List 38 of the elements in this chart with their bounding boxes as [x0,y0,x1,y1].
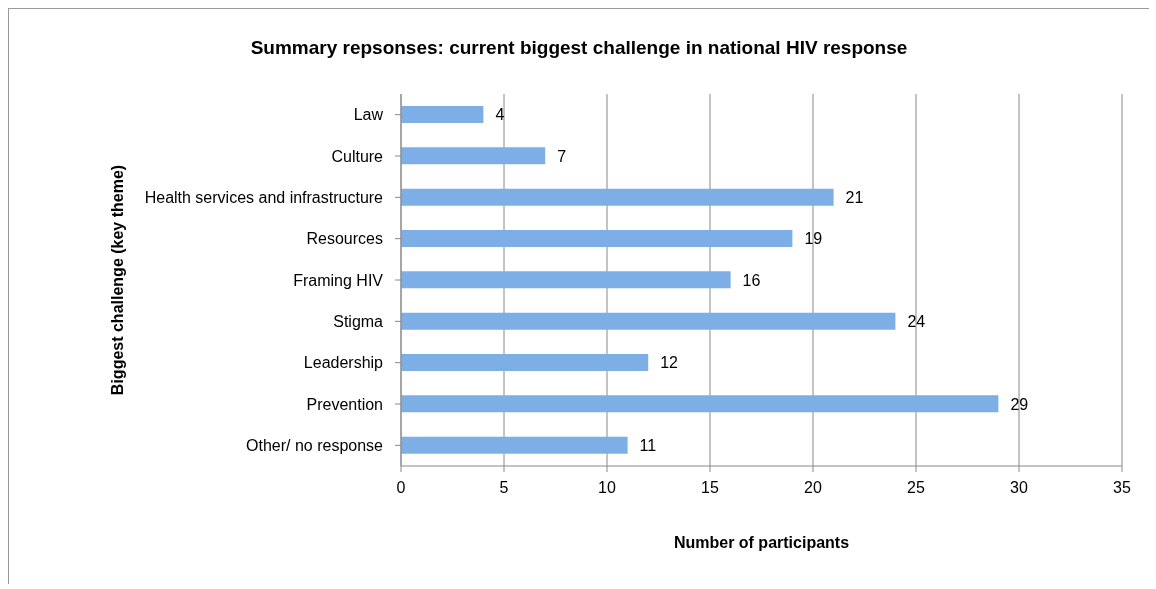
data-label: 19 [804,230,823,248]
bar [401,147,546,165]
data-label: 21 [845,188,864,206]
bar [401,230,793,247]
y-tick-label: Law [353,106,384,124]
y-tick-label: Stigma [333,313,384,331]
bar [401,271,731,289]
data-label: 29 [1010,395,1029,413]
y-tick-label: Resources [306,230,383,248]
bar [401,106,484,123]
x-tick-label: 15 [701,479,719,497]
data-label: 4 [495,106,505,124]
bar [401,395,999,413]
bar [401,188,834,206]
y-axis-title: Biggest challenge (key theme) [108,164,126,396]
x-tick-label: 35 [1113,479,1131,497]
x-tick-label: 10 [598,479,616,497]
bar [401,436,628,454]
y-tick-label: Framing HIV [293,271,384,289]
y-tick-label: Health services and infrastructure [144,189,384,207]
bar [401,312,896,330]
y-tick-label: Leadership [303,354,384,372]
data-label: 7 [557,147,567,165]
x-tick-label: 25 [907,479,925,497]
data-label: 16 [742,271,761,289]
bar [401,354,649,371]
x-axis-title: Number of participants [673,534,850,551]
data-label: 11 [639,436,657,454]
x-tick-label: 20 [804,479,822,497]
y-tick-label: Culture [331,147,384,165]
x-tick-label: 0 [396,479,406,497]
x-tick-label: 5 [499,479,509,497]
y-tick-label: Prevention [306,395,383,413]
data-label: 24 [907,312,926,330]
y-tick-label: Other/ no response [246,437,384,455]
x-tick-label: 30 [1010,479,1028,497]
data-label: 12 [660,354,679,372]
chart-title: Summary repsonses: current biggest challenge in national HIV response [249,37,909,59]
